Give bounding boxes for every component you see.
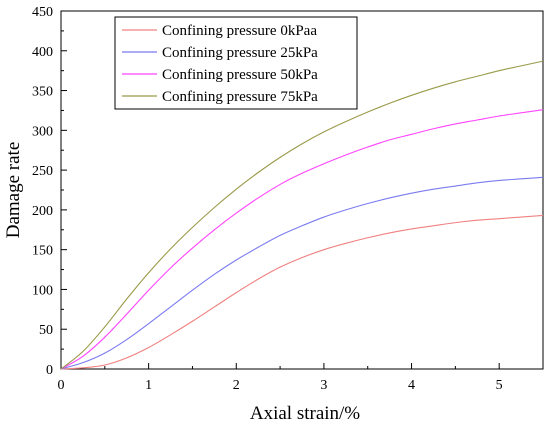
y-tick-label: 450 — [32, 5, 53, 20]
legend-label: Confining pressure 75kPa — [162, 89, 318, 105]
y-axis-title: Damage rate — [3, 142, 24, 239]
y-tick-label: 0 — [46, 363, 53, 378]
x-tick-label: 5 — [496, 378, 503, 393]
legend-box — [114, 16, 358, 110]
series-lines — [60, 60, 544, 370]
y-tick-label: 100 — [32, 283, 53, 298]
series-line-0 — [60, 214, 544, 370]
series-line-3 — [60, 60, 544, 370]
x-tick-label: 0 — [58, 378, 65, 393]
legend-label: Confining pressure 50kPa — [162, 67, 318, 83]
series-line-1 — [60, 176, 544, 370]
x-axis: 0 1 2 3 4 5 — [58, 363, 544, 393]
y-tick-label: 250 — [32, 164, 53, 179]
legend: Confining pressure 0kPaa Confining pressu… — [114, 16, 358, 110]
y-tick-label: 400 — [32, 45, 53, 60]
series-line-2 — [60, 109, 544, 370]
y-tick-label: 200 — [32, 204, 53, 219]
y-tick-label: 50 — [39, 323, 53, 338]
plot-area: 0 1 2 3 4 5 0 50 100 150 200 250 300 350 400 450 — [32, 5, 544, 393]
y-tick-label: 300 — [32, 124, 53, 139]
legend-label: Confining pressure 25kPa — [162, 45, 318, 61]
y-tick-label: 150 — [32, 244, 53, 259]
x-tick-label: 4 — [408, 378, 415, 393]
x-tick-label: 1 — [145, 378, 152, 393]
x-tick-label: 3 — [320, 378, 327, 393]
x-tick-label: 2 — [233, 378, 240, 393]
y-axis: 0 50 100 150 200 250 300 350 400 450 — [32, 5, 67, 378]
x-axis-title: Axial strain/% — [250, 403, 360, 424]
y-tick-label: 350 — [32, 85, 53, 100]
legend-label: Confining pressure 0kPaa — [162, 23, 317, 39]
